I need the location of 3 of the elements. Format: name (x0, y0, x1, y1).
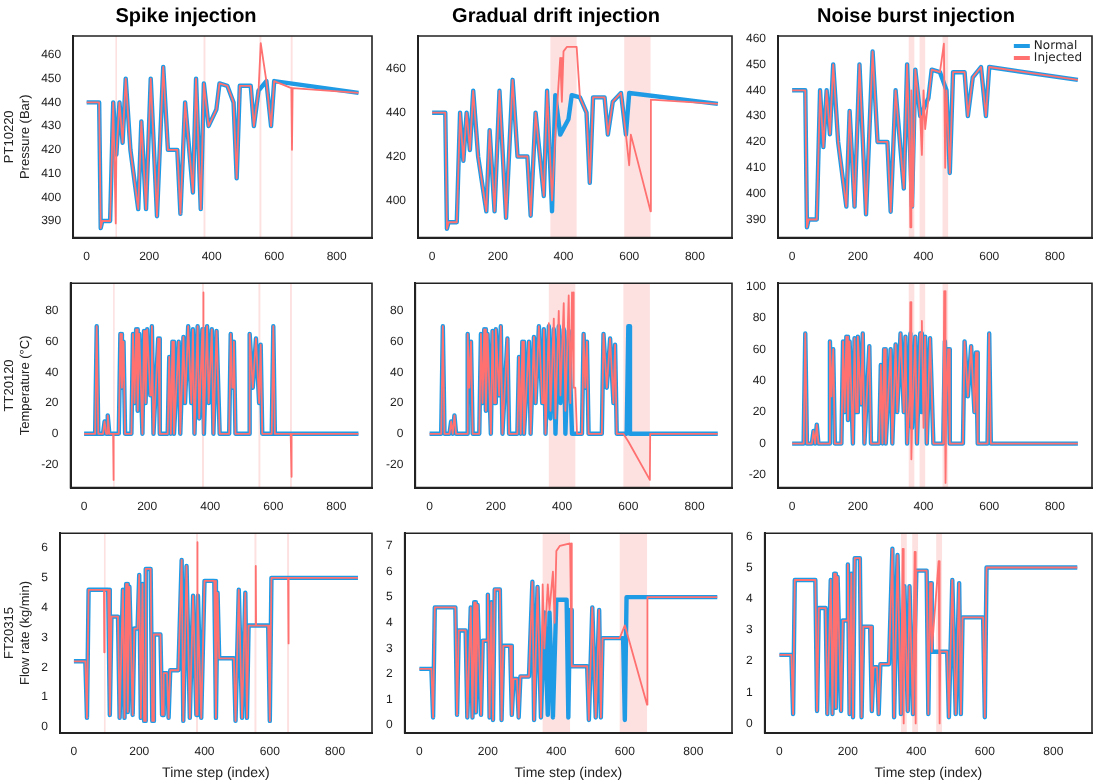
chart-title: Spike injection (115, 5, 257, 28)
chart-title: Gradual drift injection (452, 5, 660, 28)
chart-title: Noise burst injection (817, 5, 1015, 28)
